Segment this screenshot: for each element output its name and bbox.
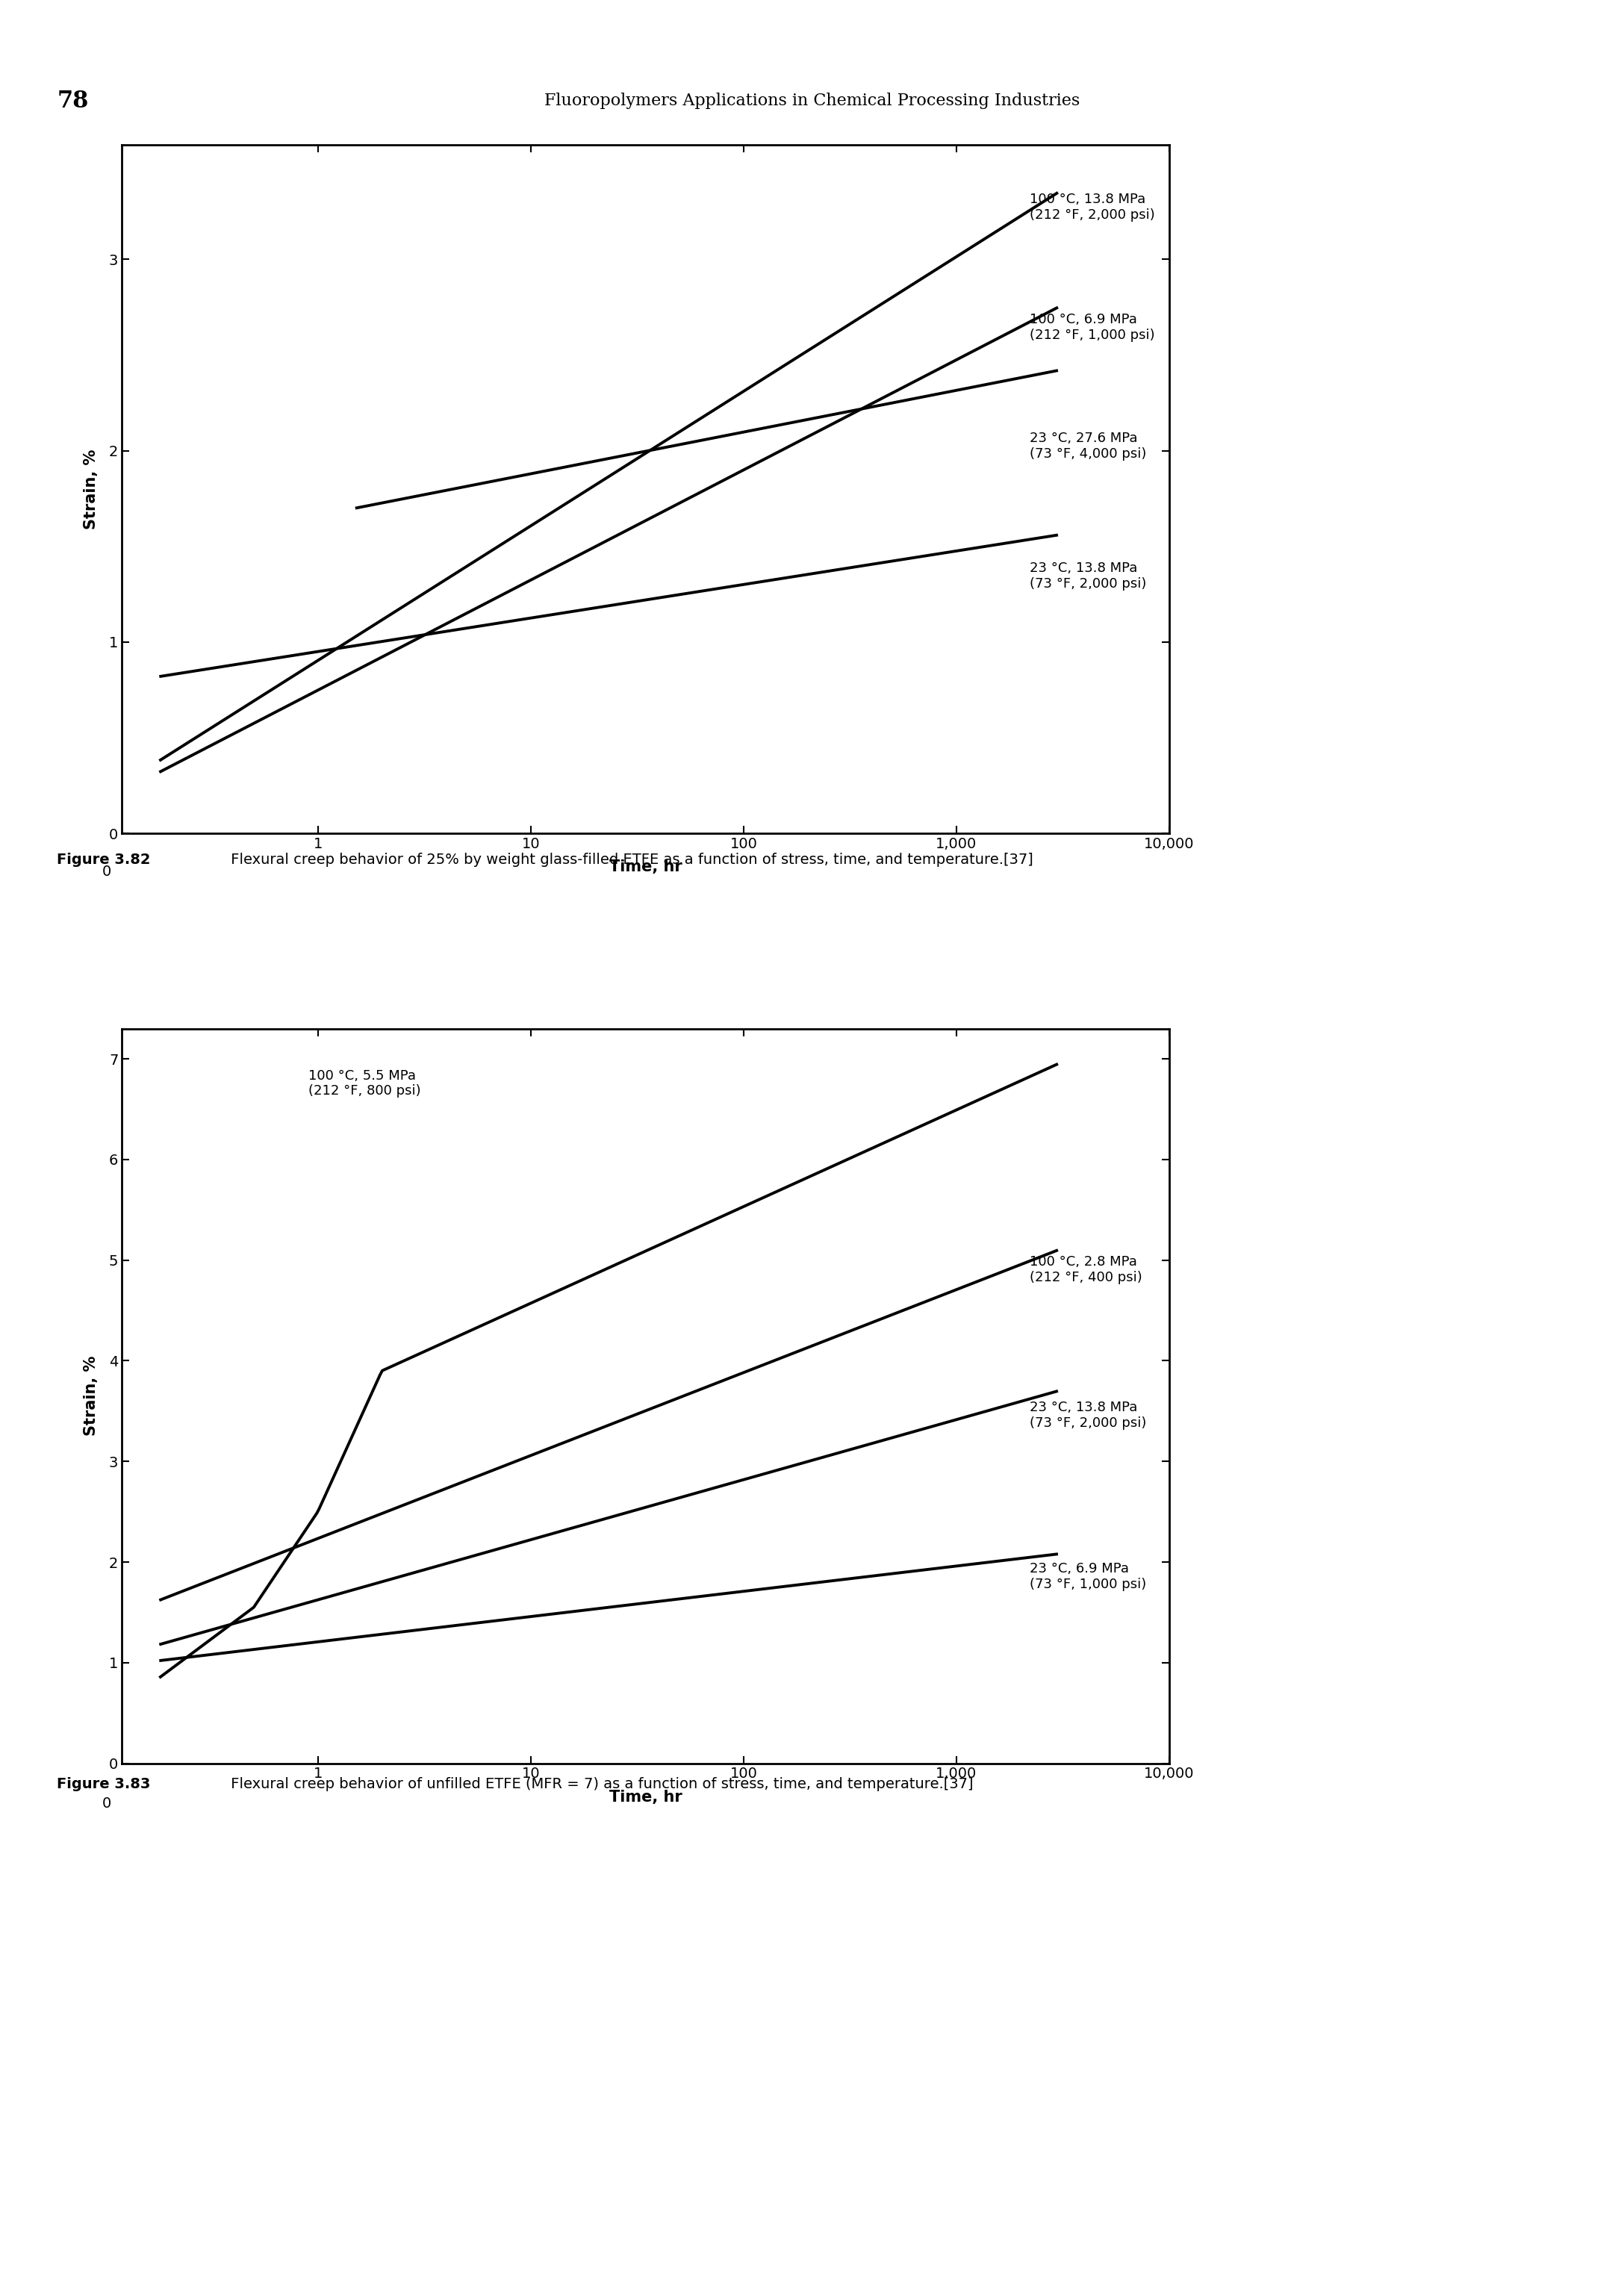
Y-axis label: Strain, %: Strain, % bbox=[83, 1357, 99, 1435]
Text: Flexural creep behavior of 25% by weight glass-filled ETFE as a function of stre: Flexural creep behavior of 25% by weight… bbox=[226, 852, 1033, 866]
Text: 100 °C, 6.9 MPa
(212 °F, 1,000 psi): 100 °C, 6.9 MPa (212 °F, 1,000 psi) bbox=[1030, 312, 1155, 342]
Text: Figure 3.83: Figure 3.83 bbox=[57, 1777, 151, 1791]
Text: 23 °C, 13.8 MPa
(73 °F, 2,000 psi): 23 °C, 13.8 MPa (73 °F, 2,000 psi) bbox=[1030, 1401, 1147, 1430]
Text: 23 °C, 6.9 MPa
(73 °F, 1,000 psi): 23 °C, 6.9 MPa (73 °F, 1,000 psi) bbox=[1030, 1561, 1147, 1591]
Text: 0: 0 bbox=[102, 863, 112, 879]
Text: Flexural creep behavior of unfilled ETFE (MFR = 7) as a function of stress, time: Flexural creep behavior of unfilled ETFE… bbox=[226, 1777, 973, 1791]
Text: 0: 0 bbox=[102, 1795, 112, 1812]
Text: 100 °C, 5.5 MPa
(212 °F, 800 psi): 100 °C, 5.5 MPa (212 °F, 800 psi) bbox=[309, 1070, 421, 1097]
X-axis label: Time, hr: Time, hr bbox=[609, 1789, 682, 1805]
Text: 23 °C, 13.8 MPa
(73 °F, 2,000 psi): 23 °C, 13.8 MPa (73 °F, 2,000 psi) bbox=[1030, 563, 1147, 590]
Text: Figure 3.82: Figure 3.82 bbox=[57, 852, 151, 866]
X-axis label: Time, hr: Time, hr bbox=[609, 859, 682, 875]
Y-axis label: Strain, %: Strain, % bbox=[83, 450, 99, 528]
Text: 23 °C, 27.6 MPa
(73 °F, 4,000 psi): 23 °C, 27.6 MPa (73 °F, 4,000 psi) bbox=[1030, 432, 1147, 461]
Text: 78: 78 bbox=[57, 90, 88, 113]
Text: Fluoropolymers Applications in Chemical Processing Industries: Fluoropolymers Applications in Chemical … bbox=[544, 92, 1080, 110]
Text: 100 °C, 2.8 MPa
(212 °F, 400 psi): 100 °C, 2.8 MPa (212 °F, 400 psi) bbox=[1030, 1256, 1142, 1283]
Text: 100 °C, 13.8 MPa
(212 °F, 2,000 psi): 100 °C, 13.8 MPa (212 °F, 2,000 psi) bbox=[1030, 193, 1155, 220]
